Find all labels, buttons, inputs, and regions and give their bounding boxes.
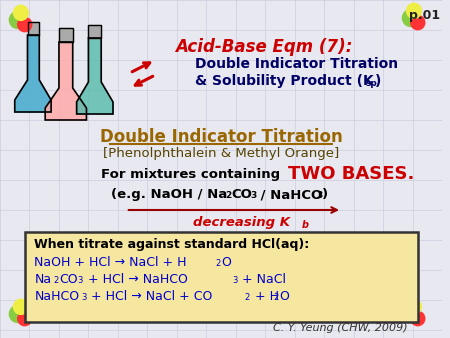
Text: Double Indicator Titration: Double Indicator Titration <box>100 128 342 146</box>
Text: CO: CO <box>231 188 252 201</box>
Circle shape <box>406 299 421 314</box>
Text: ): ) <box>322 188 328 201</box>
Text: CO: CO <box>59 273 77 286</box>
Text: 3: 3 <box>316 191 323 200</box>
Polygon shape <box>27 22 39 35</box>
Text: (e.g. NaOH / Na: (e.g. NaOH / Na <box>111 188 227 201</box>
Text: [Phenolphthalein & Methyl Orange]: [Phenolphthalein & Methyl Orange] <box>103 147 339 160</box>
Text: b: b <box>302 220 309 230</box>
Polygon shape <box>15 35 51 112</box>
Text: decreasing K: decreasing K <box>193 216 290 229</box>
Text: Acid-Base Eqm (7):: Acid-Base Eqm (7): <box>175 38 352 56</box>
Circle shape <box>411 311 425 326</box>
Text: p.01: p.01 <box>409 9 440 23</box>
Text: 3: 3 <box>251 191 257 200</box>
Text: O: O <box>221 256 231 269</box>
Circle shape <box>406 3 421 18</box>
Text: + H: + H <box>251 290 279 303</box>
Text: C. Y. Yeung (CHW, 2009): C. Y. Yeung (CHW, 2009) <box>273 323 408 333</box>
Text: 2: 2 <box>245 293 250 302</box>
Circle shape <box>18 311 32 326</box>
Text: 3: 3 <box>81 293 87 302</box>
Text: O: O <box>279 290 289 303</box>
Text: When titrate against standard HCl(aq):: When titrate against standard HCl(aq): <box>34 238 310 251</box>
Circle shape <box>402 9 419 26</box>
Text: & Solubility Product (K: & Solubility Product (K <box>194 74 374 88</box>
Text: 2: 2 <box>273 293 279 302</box>
Text: / NaHCO: / NaHCO <box>256 188 323 201</box>
Text: ): ) <box>375 74 382 88</box>
Polygon shape <box>45 42 86 120</box>
Text: NaOH + HCl → NaCl + H: NaOH + HCl → NaCl + H <box>34 256 187 269</box>
Text: 2: 2 <box>53 276 58 285</box>
Text: NaHCO: NaHCO <box>34 290 80 303</box>
Polygon shape <box>59 28 73 42</box>
Circle shape <box>18 17 32 32</box>
Text: + NaCl: + NaCl <box>238 273 286 286</box>
Text: 2: 2 <box>215 259 220 268</box>
Polygon shape <box>76 38 113 114</box>
Text: 3: 3 <box>232 276 237 285</box>
Circle shape <box>14 299 28 314</box>
FancyBboxPatch shape <box>25 232 418 322</box>
Text: + HCl → NaCl + CO: + HCl → NaCl + CO <box>87 290 213 303</box>
Circle shape <box>411 16 425 30</box>
Text: 3: 3 <box>78 276 83 285</box>
Polygon shape <box>89 25 101 38</box>
Text: + HCl → NaHCO: + HCl → NaHCO <box>84 273 187 286</box>
Circle shape <box>14 5 28 20</box>
Circle shape <box>9 306 26 322</box>
Text: Double Indicator Titration: Double Indicator Titration <box>194 57 398 71</box>
Text: 2: 2 <box>225 191 231 200</box>
Text: Na: Na <box>34 273 51 286</box>
Text: sp: sp <box>365 79 377 88</box>
Circle shape <box>402 306 419 322</box>
Text: TWO BASES.: TWO BASES. <box>288 165 414 183</box>
Text: For mixtures containing: For mixtures containing <box>101 168 285 181</box>
Circle shape <box>9 11 26 28</box>
